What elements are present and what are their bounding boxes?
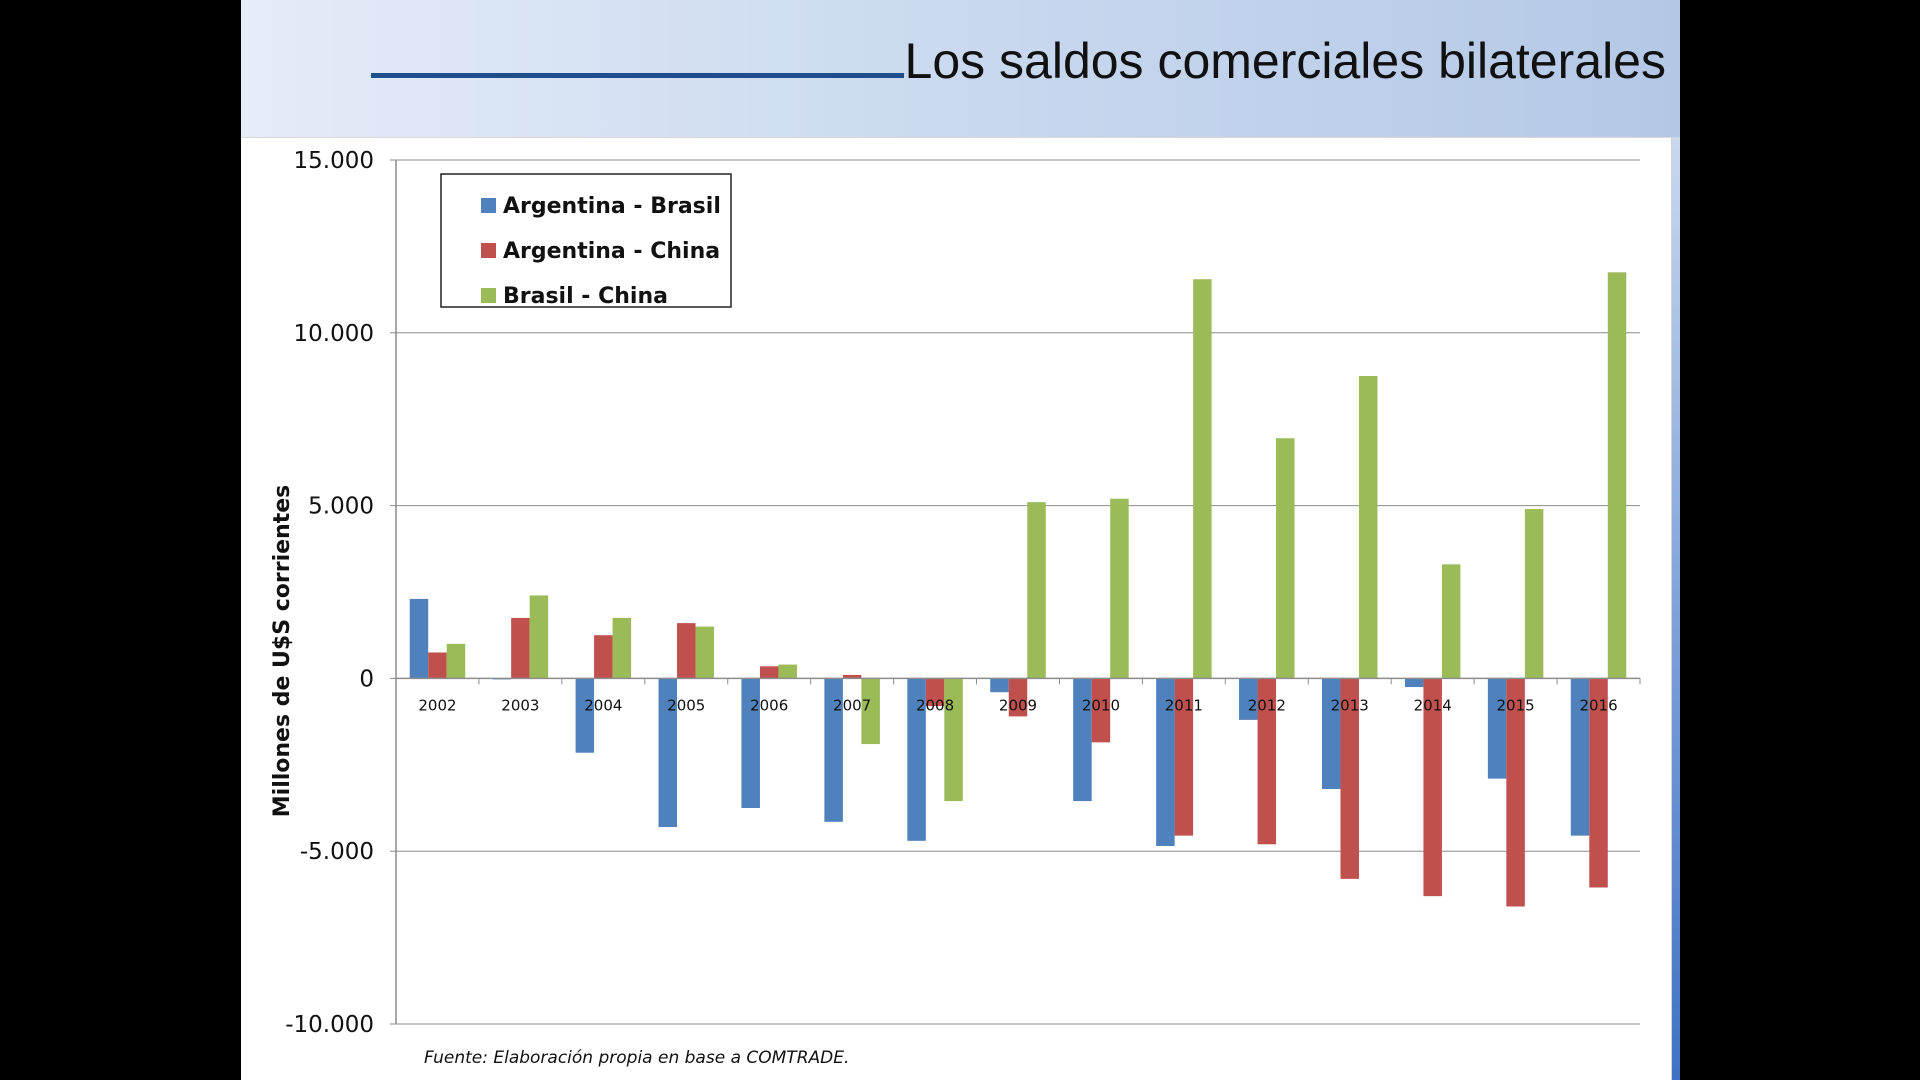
bar-argentina-brasil-2013 (1321, 678, 1341, 789)
bar-brasil-china-2009 (1027, 502, 1046, 679)
bar-brasil-china-2004 (612, 617, 632, 679)
x-tick-label: 2011 (1165, 696, 1203, 714)
bar-brasil-china-2015 (1524, 509, 1544, 679)
bars (409, 272, 1627, 907)
bar-argentina-brasil-2008 (907, 678, 926, 841)
bar-argentina-china-2014 (1423, 678, 1442, 897)
x-tick-label: 2003 (501, 696, 539, 714)
y-tick-labels: 15.000 10.000 5.000 0 -5.000 -10.000 (285, 148, 374, 1038)
bar-brasil-china-2012 (1276, 438, 1295, 679)
x-tick-label: 2010 (1082, 696, 1120, 714)
bar-argentina-brasil-2005 (658, 678, 678, 828)
bar-chart: 15.000 10.000 5.000 0 -5.000 -10.000 2002 2003… (270, 148, 1641, 1068)
bar-brasil-china-2013 (1358, 376, 1378, 679)
x-tick-label: 2007 (833, 696, 871, 714)
legend-swatch (481, 288, 496, 303)
legend-label: Brasil - China (503, 284, 668, 309)
y-tick-label: 5.000 (308, 494, 374, 520)
x-tick-label: 2009 (999, 696, 1037, 714)
bar-argentina-brasil-2006 (741, 678, 760, 808)
bar-argentina-china-2009 (1008, 678, 1028, 717)
bar-argentina-china-2016 (1589, 678, 1608, 888)
bar-argentina-china-2006 (759, 666, 779, 679)
bar-argentina-china-2013 (1340, 678, 1359, 879)
title-rule (371, 73, 904, 78)
legend-label: Argentina - China (503, 239, 720, 264)
bar-argentina-brasil-2002 (409, 598, 429, 679)
bar-argentina-brasil-2014 (1404, 678, 1424, 688)
bar-argentina-china-2005 (677, 623, 696, 679)
x-tick-label: 2004 (584, 696, 622, 714)
bar-brasil-china-2006 (778, 664, 797, 679)
y-axis-label: Millones de U$S corrientes (270, 485, 295, 817)
y-tick-label: 15.000 (294, 148, 374, 174)
legend: Argentina - Brasil Argentina - China Brasi… (440, 173, 732, 309)
bar-brasil-china-2007 (861, 678, 880, 745)
slide: Los saldos comerciales bilaterales 15.00… (241, 0, 1680, 1080)
bar-brasil-china-2014 (1441, 564, 1461, 679)
bar-argentina-china-2011 (1174, 678, 1194, 836)
x-tick-label: 2012 (1248, 696, 1286, 714)
bar-argentina-brasil-2012 (1239, 678, 1258, 720)
bar-argentina-brasil-2010 (1073, 678, 1092, 802)
legend-box (440, 173, 732, 308)
x-tick-label: 2008 (916, 696, 954, 714)
bar-brasil-china-2003 (529, 595, 549, 679)
bar-brasil-china-2011 (1193, 279, 1212, 679)
bar-argentina-brasil-2009 (990, 678, 1009, 693)
y-tick-label: -5.000 (300, 839, 374, 865)
x-tick-label: 2016 (1579, 696, 1617, 714)
bar-brasil-china-2016 (1607, 272, 1627, 679)
bar-argentina-brasil-2011 (1156, 678, 1175, 847)
bar-argentina-china-2015 (1506, 678, 1525, 907)
bar-argentina-china-2002 (428, 652, 447, 679)
header-band (241, 0, 1680, 137)
slide-title: Los saldos comerciales bilaterales (904, 33, 1666, 89)
bar-argentina-china-2012 (1257, 678, 1277, 845)
bar-argentina-china-2007 (842, 674, 862, 679)
legend-swatch (481, 243, 496, 258)
bar-argentina-china-2003 (511, 617, 530, 679)
legend-items: Argentina - Brasil Argentina - China Brasi… (481, 194, 721, 309)
bar-brasil-china-2010 (1110, 498, 1129, 679)
chart-area: 15.000 10.000 5.000 0 -5.000 -10.000 2002 2003… (241, 137, 1672, 1080)
y-tick-label: 0 (359, 666, 374, 692)
bar-argentina-brasil-2004 (575, 678, 595, 753)
x-tick-label: 2013 (1331, 696, 1369, 714)
bar-brasil-china-2008 (944, 678, 963, 802)
y-tick-label: -10.000 (285, 1012, 374, 1038)
right-accent-bar (1672, 137, 1680, 1080)
bar-argentina-brasil-2007 (824, 678, 843, 822)
legend-label: Argentina - Brasil (503, 194, 721, 219)
x-tick-label: 2002 (418, 696, 456, 714)
bar-brasil-china-2005 (695, 626, 715, 679)
bar-argentina-china-2004 (594, 635, 613, 679)
x-tick-labels: 2002 2003 2004 2005 2006 2007 2008 2009 2010 2011… (418, 696, 1617, 714)
axes (395, 160, 1641, 1024)
bar-argentina-china-2008 (925, 678, 945, 707)
source-note: Fuente: Elaboración propia en base a COM… (424, 1048, 849, 1068)
y-tick-label: 10.000 (294, 321, 374, 347)
bar-brasil-china-2002 (446, 643, 466, 679)
x-tick-label: 2005 (667, 696, 705, 714)
bar-argentina-brasil-2015 (1487, 678, 1507, 779)
legend-swatch (481, 198, 496, 213)
bar-argentina-brasil-2016 (1570, 678, 1590, 836)
bar-argentina-china-2010 (1091, 678, 1111, 743)
x-tick-label: 2014 (1414, 696, 1452, 714)
x-tick-label: 2006 (750, 696, 788, 714)
x-tick-label: 2015 (1497, 696, 1535, 714)
